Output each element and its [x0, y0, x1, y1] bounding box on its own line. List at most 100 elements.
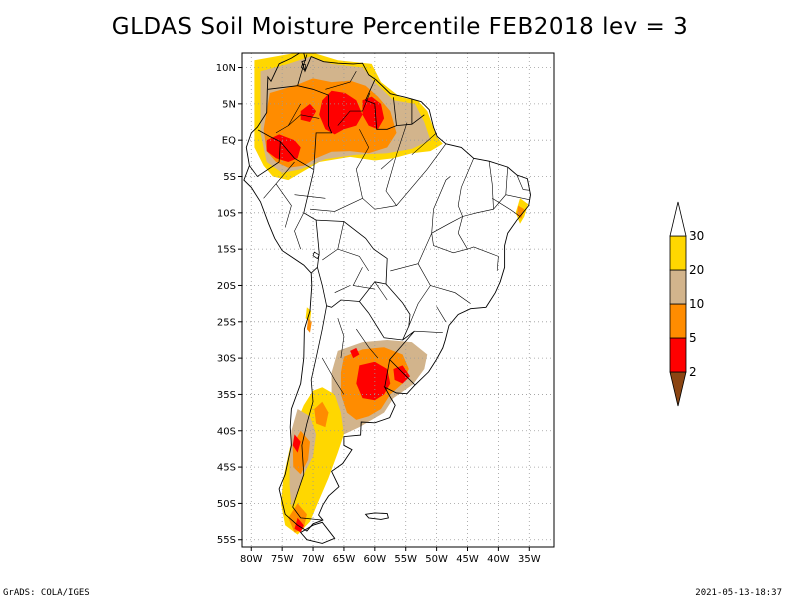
tierra-del-fuego-outline — [300, 521, 336, 544]
falklands-outline — [364, 512, 389, 520]
state-border-14 — [374, 143, 447, 210]
country-border-4 — [303, 170, 320, 274]
shade-region-19 — [294, 517, 304, 533]
state-border-6 — [457, 233, 499, 271]
lat-tick-label: 10S — [217, 208, 236, 219]
software-credit: GrADS: COLA/IGES — [3, 588, 90, 598]
state-border-16 — [309, 197, 375, 212]
colorbar: 2 5 10 20 30 — [669, 201, 704, 407]
state-border-34 — [337, 92, 371, 126]
state-border-22 — [352, 267, 375, 290]
country-border-6 — [292, 305, 327, 521]
country-border-9 — [384, 359, 391, 388]
lon-tick-label: 40W — [487, 554, 510, 565]
colorbar-label: 5 — [689, 331, 697, 345]
country-border-7 — [359, 283, 411, 341]
state-border-9 — [417, 209, 471, 304]
lat-tick-label: 50S — [217, 499, 236, 510]
colorbar-label: 10 — [689, 297, 704, 311]
country-border-1 — [297, 85, 333, 171]
state-border-5 — [492, 198, 521, 217]
state-border-25 — [334, 285, 351, 293]
lon-tick-label: 60W — [364, 554, 387, 565]
state-border-21 — [374, 281, 388, 301]
state-border-2 — [493, 167, 508, 210]
map-title: GLDAS Soil Moisture Percentile FEB2018 l… — [111, 14, 689, 40]
lat-tick-label: 15S — [217, 245, 236, 256]
lon-tick-label: 35W — [518, 554, 541, 565]
lake-outline-1 — [300, 63, 306, 72]
lat-tick-label: 35S — [217, 390, 236, 401]
lon-tick-label: 50W — [425, 554, 448, 565]
soil-moisture-shading — [254, 53, 529, 535]
timestamp: 2021-05-13-18:37 — [695, 588, 782, 598]
state-border-30 — [275, 183, 292, 228]
shade-region-11 — [356, 361, 391, 401]
colorbar-label: 2 — [689, 365, 697, 379]
state-border-26 — [337, 318, 345, 359]
country-border-3 — [279, 141, 314, 170]
grid-lines — [242, 53, 554, 547]
shade-region-6 — [300, 103, 317, 122]
country-border-5 — [316, 219, 388, 308]
country-border-2 — [249, 129, 281, 178]
lat-tick-label: 20S — [217, 281, 236, 292]
colorbar-label: 20 — [689, 263, 704, 277]
state-border-0 — [457, 158, 474, 234]
state-border-19 — [411, 132, 437, 155]
state-border-10 — [390, 263, 419, 272]
lon-tick-label: 55W — [394, 554, 417, 565]
country-border-10 — [365, 79, 425, 130]
lat-tick-label: 5N — [222, 99, 236, 110]
plot-frame — [241, 52, 555, 548]
lon-tick-label: 75W — [271, 554, 294, 565]
colorbar-segment-3 — [669, 269, 687, 305]
lat-tick-label: 5S — [223, 172, 236, 183]
colorbar-segment-5 — [669, 201, 687, 237]
shade-region-4 — [362, 96, 385, 130]
state-border-36 — [380, 158, 394, 170]
lake-outline-0 — [312, 251, 320, 260]
state-border-17 — [355, 129, 370, 199]
colorbar-segment-2 — [669, 303, 687, 339]
lat-tick-label: 10N — [216, 63, 236, 74]
country-border-8 — [389, 330, 416, 386]
state-border-35 — [325, 71, 357, 90]
state-border-13 — [414, 330, 443, 333]
state-border-33 — [288, 114, 320, 126]
state-border-18 — [294, 194, 326, 199]
lat-tick-label: 25S — [217, 317, 236, 328]
state-border-31 — [294, 212, 305, 250]
state-border-15 — [385, 122, 408, 206]
shade-region-13 — [393, 365, 410, 384]
country-border-0 — [267, 54, 308, 90]
state-border-20 — [431, 216, 463, 234]
colorbar-segment-1 — [669, 337, 687, 373]
country-border-11 — [393, 97, 397, 126]
shade-region-12 — [350, 347, 360, 359]
state-border-27 — [322, 357, 345, 395]
state-border-11 — [408, 285, 431, 327]
state-border-24 — [337, 248, 369, 272]
lat-tick-label: 40S — [217, 426, 236, 437]
coastline — [243, 53, 531, 532]
colorbar-segment-4 — [669, 235, 687, 271]
state-border-23 — [322, 221, 345, 261]
lat-tick-label: 45S — [217, 463, 236, 474]
country-outlines — [243, 53, 531, 544]
lon-tick-label: 70W — [302, 554, 325, 565]
lat-tick-label: 30S — [217, 354, 236, 365]
lon-tick-label: 65W — [333, 554, 356, 565]
shade-region-22 — [306, 318, 312, 333]
state-border-3 — [516, 174, 530, 191]
lat-tick-label: EQ — [222, 136, 236, 147]
axis-ticks: 10N 5N EQ 5S 10S 15S 20S 25S 30S 35S 40S 45S 50S 55S 8… — [216, 63, 541, 565]
shade-region-17 — [314, 401, 329, 428]
state-border-28 — [356, 328, 379, 359]
colorbar-segment-0 — [669, 371, 687, 407]
state-border-8 — [433, 176, 451, 210]
state-border-12 — [436, 306, 447, 322]
lat-tick-label: 55S — [217, 535, 236, 546]
lon-tick-label: 80W — [240, 554, 263, 565]
